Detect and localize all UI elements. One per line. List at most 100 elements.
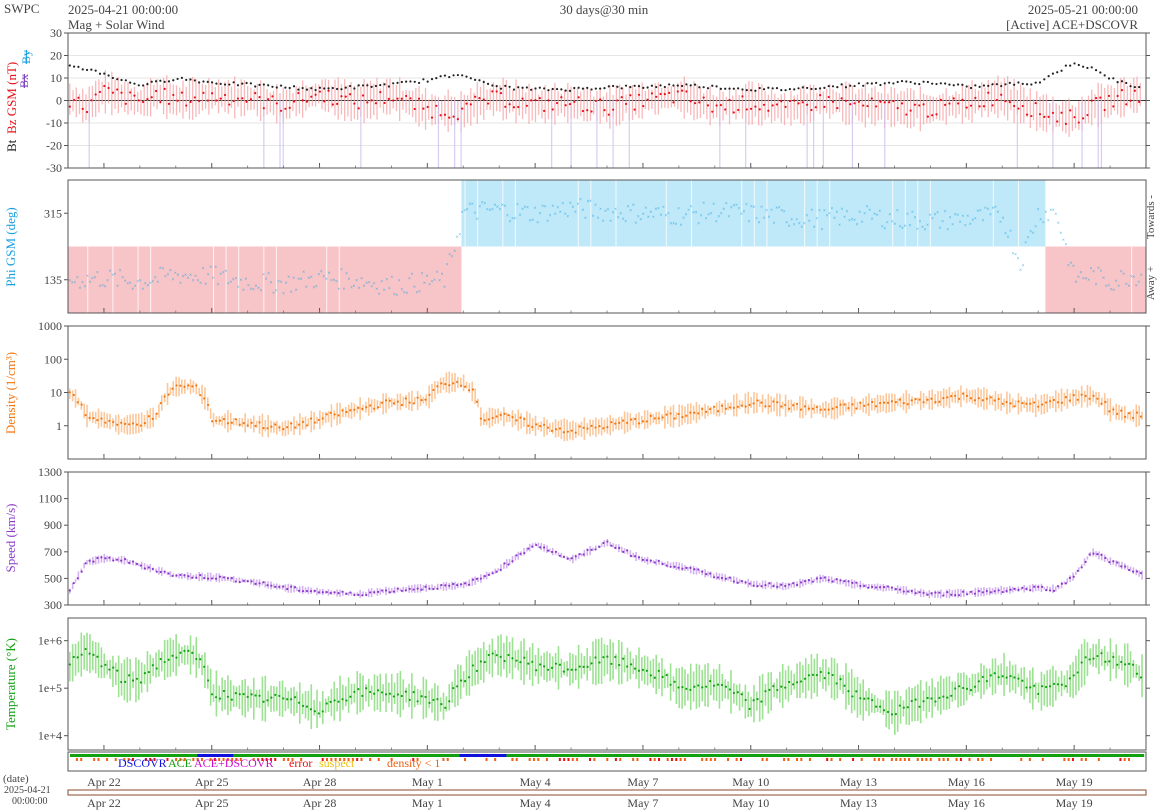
data-point [843, 684, 846, 687]
data-point [230, 421, 233, 424]
bt-point [1086, 66, 1089, 70]
quality-flag [274, 758, 277, 761]
phi-point: × [785, 221, 788, 226]
phi-point: × [602, 219, 605, 224]
data-point [120, 421, 123, 424]
phi-point: × [408, 277, 411, 282]
data-point [384, 399, 388, 402]
data-point [614, 546, 617, 550]
data-point [238, 423, 241, 426]
phi-point: × [141, 288, 144, 293]
bz-point [456, 118, 459, 121]
data-point [266, 699, 269, 702]
phi-point: × [458, 233, 461, 238]
data-point [523, 551, 526, 555]
phi-point: × [619, 212, 622, 217]
phi-point: × [1110, 288, 1113, 293]
bt-point [275, 86, 278, 89]
quality-flag [442, 758, 445, 761]
phi-point: × [961, 214, 964, 219]
data-point [950, 593, 953, 596]
phi-point: × [1107, 284, 1110, 289]
data-point [1025, 686, 1028, 689]
x-tick-label: May 7 [627, 775, 658, 789]
data-point [463, 582, 467, 585]
data-point [155, 412, 158, 415]
data-point [709, 572, 712, 575]
data-point [460, 583, 463, 586]
phi-point: × [491, 208, 494, 213]
bz-point [400, 97, 403, 100]
data-point [720, 683, 724, 687]
data-point [1135, 570, 1139, 573]
data-point [539, 546, 542, 549]
phi-point: × [914, 216, 917, 221]
phi-point: × [345, 272, 348, 277]
phi-point: × [529, 219, 532, 224]
bz-point [120, 91, 123, 94]
data-point [195, 576, 198, 579]
quality-flag [1084, 758, 1087, 761]
phi-point: × [1082, 277, 1085, 282]
data-point [689, 411, 692, 414]
phi-point: × [582, 208, 585, 213]
data-point [337, 592, 340, 595]
bz-point [1021, 104, 1024, 108]
data-point [183, 385, 186, 388]
temperature-label: Temperature (°K) [3, 638, 18, 730]
subtitle: Mag + Solar Wind [68, 17, 165, 32]
phi-point: × [939, 226, 942, 231]
phi-point: × [204, 283, 207, 288]
quality-flag [1020, 758, 1023, 761]
bz-point [646, 98, 649, 101]
data-point [562, 670, 565, 673]
data-point [475, 577, 479, 580]
phi-point: × [154, 276, 157, 281]
quality-flag [416, 758, 419, 761]
data-point [969, 397, 973, 400]
data-point [1116, 412, 1119, 416]
bz-point [594, 99, 597, 102]
phi-point: × [400, 288, 403, 293]
data-point [163, 570, 166, 573]
bz-point [163, 87, 166, 90]
phi-point: × [868, 209, 871, 214]
data-point [341, 409, 344, 412]
bz-point [521, 97, 524, 100]
data-point [590, 662, 593, 665]
data-point [1001, 675, 1004, 678]
phi-point: × [737, 207, 740, 212]
data-point [191, 576, 194, 579]
quality-flag [632, 758, 635, 761]
bt-point [987, 84, 990, 87]
phi-point: × [911, 211, 914, 216]
data-point [993, 590, 996, 593]
y-tick-label: 1 [56, 419, 62, 433]
data-point [1021, 679, 1024, 682]
quality-flag [446, 758, 449, 761]
bx-label: Bx [17, 74, 31, 88]
phi-point: × [1075, 281, 1078, 286]
data-point [748, 403, 751, 406]
bt-point [1000, 84, 1003, 88]
data-point [242, 422, 245, 425]
data-point [1017, 677, 1020, 680]
data-point [1052, 398, 1056, 402]
bz-point [405, 94, 408, 98]
bt-point [249, 82, 253, 85]
x-tick-label: Apr 25 [195, 775, 229, 789]
data-point [337, 414, 340, 417]
y-tick-label: -20 [46, 139, 62, 153]
data-point [649, 559, 652, 562]
data-point [740, 579, 743, 583]
phi-point: × [1022, 264, 1025, 269]
data-point [610, 421, 613, 424]
bz-point [905, 113, 908, 116]
phi-point: × [589, 200, 592, 205]
bt-point [1017, 81, 1020, 84]
bz-point [749, 107, 753, 110]
data-point [369, 690, 372, 694]
data-point [1120, 565, 1123, 568]
phi-point: × [692, 211, 695, 216]
